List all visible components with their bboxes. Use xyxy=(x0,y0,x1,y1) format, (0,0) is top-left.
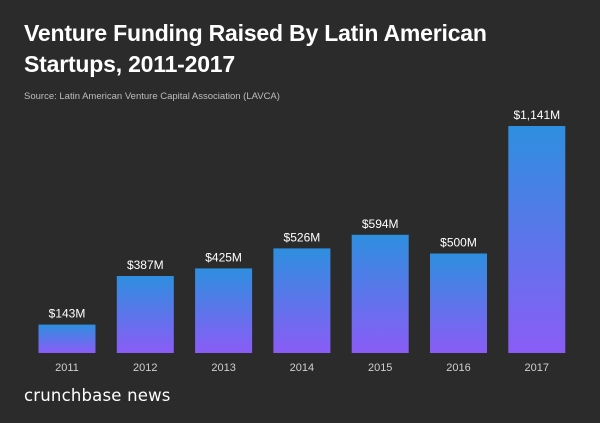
bars-group xyxy=(38,126,566,353)
crunchbase-news-logo: crunchbase news xyxy=(24,386,171,405)
chart-subtitle: Source: Latin American Venture Capital A… xyxy=(24,91,280,102)
value-label-2012: $387M xyxy=(127,258,164,272)
value-label-2017: $1,141M xyxy=(513,108,560,122)
x-tick-2013: 2013 xyxy=(211,362,235,374)
bar-2015 xyxy=(351,234,409,353)
value-label-2015: $594M xyxy=(362,217,399,231)
x-tick-2016: 2016 xyxy=(446,362,470,374)
x-tick-2014: 2014 xyxy=(290,362,314,374)
bar-2013 xyxy=(195,268,253,353)
bar-2017 xyxy=(508,126,566,353)
x-tick-labels-group: 2011 2012 2013 2014 2015 2016 2017 xyxy=(55,362,549,374)
chart-title: Venture Funding Raised By Latin American… xyxy=(24,20,487,77)
bar-2011 xyxy=(38,324,96,353)
x-tick-2012: 2012 xyxy=(133,362,157,374)
x-tick-2015: 2015 xyxy=(368,362,392,374)
x-tick-2017: 2017 xyxy=(525,362,549,374)
bar-2016 xyxy=(430,253,487,353)
bar-2012 xyxy=(116,276,174,353)
value-label-2014: $526M xyxy=(284,230,321,244)
value-label-2013: $425M xyxy=(205,250,242,264)
value-label-2011: $143M xyxy=(49,307,86,321)
bar-2014 xyxy=(273,248,331,353)
value-labels-group: $143M $387M $425M $526M $594M $500M $1,141M xyxy=(49,108,561,321)
x-tick-2011: 2011 xyxy=(55,362,79,374)
value-label-2016: $500M xyxy=(440,236,477,250)
